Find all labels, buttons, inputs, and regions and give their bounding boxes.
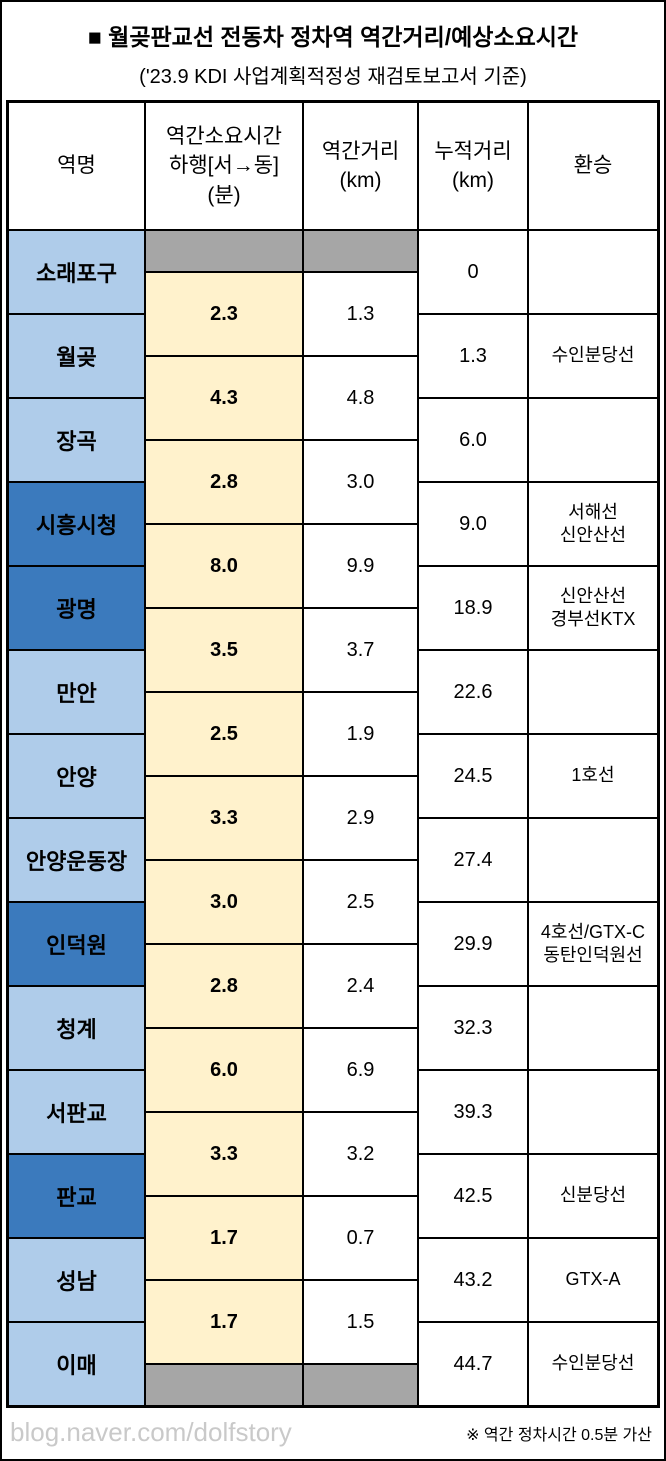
segment-time-cell: 1.7 <box>145 1280 303 1364</box>
station-distance-table: 역명 역간소요시간 하행[서→동] (분) 역간거리 (km) 누적거리 (km… <box>6 100 660 1408</box>
transfer-line-cell: 서해선 신안산선 <box>528 482 658 566</box>
segment-distance-cell: 2.9 <box>303 776 418 860</box>
gray-spacer-top-distance <box>303 230 418 272</box>
cumulative-distance-cell: 9.0 <box>418 482 528 566</box>
cumulative-distance-cell: 27.4 <box>418 818 528 902</box>
segment-distance-cell: 6.9 <box>303 1028 418 1112</box>
cumulative-distance-cell: 44.7 <box>418 1322 528 1406</box>
segment-time-cell: 3.5 <box>145 608 303 692</box>
segment-time-cell: 3.3 <box>145 1112 303 1196</box>
header-transfer: 환승 <box>528 102 658 230</box>
segment-distance-cell: 3.2 <box>303 1112 418 1196</box>
transfer-line-cell <box>528 650 658 734</box>
transfer-line-cell <box>528 818 658 902</box>
segment-time-cell: 2.8 <box>145 944 303 1028</box>
transfer-line-cell: 신안산선 경부선KTX <box>528 566 658 650</box>
gray-spacer-bottom-time <box>145 1364 303 1406</box>
footer: blog.naver.com/dolfstory ※ 역간 정차시간 0.5분 … <box>2 1408 664 1459</box>
station-name-cell: 서판교 <box>8 1070 145 1154</box>
station-name-cell: 만안 <box>8 650 145 734</box>
transfer-line-cell: 4호선/GTX-C 동탄인덕원선 <box>528 902 658 986</box>
segment-distance-cell: 1.5 <box>303 1280 418 1364</box>
cumulative-distance-cell: 32.3 <box>418 986 528 1070</box>
segment-distance-cell: 3.7 <box>303 608 418 692</box>
segment-distance-cell: 3.0 <box>303 440 418 524</box>
footer-note: ※ 역간 정차시간 0.5분 가산 <box>466 1426 652 1444</box>
watermark-blog-url: blog.naver.com/dolfstory <box>10 1417 292 1447</box>
gray-spacer-bottom-distance <box>303 1364 418 1406</box>
segment-distance-cell: 9.9 <box>303 524 418 608</box>
transfer-line-cell <box>528 398 658 482</box>
cumulative-distance-cell: 29.9 <box>418 902 528 986</box>
transfer-line-cell <box>528 230 658 314</box>
header-cumulative-distance: 누적거리 (km) <box>418 102 528 230</box>
segment-time-cell: 2.3 <box>145 272 303 356</box>
title-block: ■ 월곶판교선 전동차 정차역 역간거리/예상소요시간 ('23.9 KDI 사… <box>2 2 664 100</box>
page-subtitle: ('23.9 KDI 사업계획적정성 재검토보고서 기준) <box>139 66 527 88</box>
cumulative-distance-cell: 39.3 <box>418 1070 528 1154</box>
segment-distance-cell: 0.7 <box>303 1196 418 1280</box>
cumulative-distance-cell: 24.5 <box>418 734 528 818</box>
station-name-cell: 이매 <box>8 1322 145 1406</box>
station-name-cell: 청계 <box>8 986 145 1070</box>
station-name-cell: 인덕원 <box>8 902 145 986</box>
transfer-line-cell: 수인분당선 <box>528 314 658 398</box>
station-name-cell: 소래포구 <box>8 230 145 314</box>
segment-distance-cell: 2.5 <box>303 860 418 944</box>
cumulative-distance-cell: 6.0 <box>418 398 528 482</box>
station-name-cell: 안양 <box>8 734 145 818</box>
transfer-line-cell: 수인분당선 <box>528 1322 658 1406</box>
segment-distance-cell: 1.3 <box>303 272 418 356</box>
station-name-cell: 시흥시청 <box>8 482 145 566</box>
station-name-cell: 안양운동장 <box>8 818 145 902</box>
segment-distance-cell: 4.8 <box>303 356 418 440</box>
segment-time-cell: 4.3 <box>145 356 303 440</box>
page-title: ■ 월곶판교선 전동차 정차역 역간거리/예상소요시간 <box>87 24 579 50</box>
transfer-line-cell <box>528 986 658 1070</box>
cumulative-distance-cell: 42.5 <box>418 1154 528 1238</box>
segment-time-cell: 2.8 <box>145 440 303 524</box>
header-segment-time: 역간소요시간 하행[서→동] (분) <box>145 102 303 230</box>
segment-time-cell: 2.5 <box>145 692 303 776</box>
segment-time-cell: 6.0 <box>145 1028 303 1112</box>
segment-distance-cell: 2.4 <box>303 944 418 1028</box>
station-name-cell: 광명 <box>8 566 145 650</box>
station-name-cell: 장곡 <box>8 398 145 482</box>
cumulative-distance-cell: 0 <box>418 230 528 314</box>
header-station: 역명 <box>8 102 145 230</box>
gray-spacer-top-time <box>145 230 303 272</box>
cumulative-distance-cell: 18.9 <box>418 566 528 650</box>
cumulative-distance-cell: 1.3 <box>418 314 528 398</box>
transfer-line-cell: 1호선 <box>528 734 658 818</box>
cumulative-distance-cell: 43.2 <box>418 1238 528 1322</box>
segment-time-cell: 8.0 <box>145 524 303 608</box>
station-name-cell: 판교 <box>8 1154 145 1238</box>
station-name-cell: 월곶 <box>8 314 145 398</box>
header-segment-distance: 역간거리 (km) <box>303 102 418 230</box>
station-name-cell: 성남 <box>8 1238 145 1322</box>
transfer-line-cell <box>528 1070 658 1154</box>
transfer-line-cell: GTX-A <box>528 1238 658 1322</box>
segment-time-cell: 3.0 <box>145 860 303 944</box>
segment-time-cell: 3.3 <box>145 776 303 860</box>
segment-distance-cell: 1.9 <box>303 692 418 776</box>
segment-time-cell: 1.7 <box>145 1196 303 1280</box>
cumulative-distance-cell: 22.6 <box>418 650 528 734</box>
transfer-line-cell: 신분당선 <box>528 1154 658 1238</box>
